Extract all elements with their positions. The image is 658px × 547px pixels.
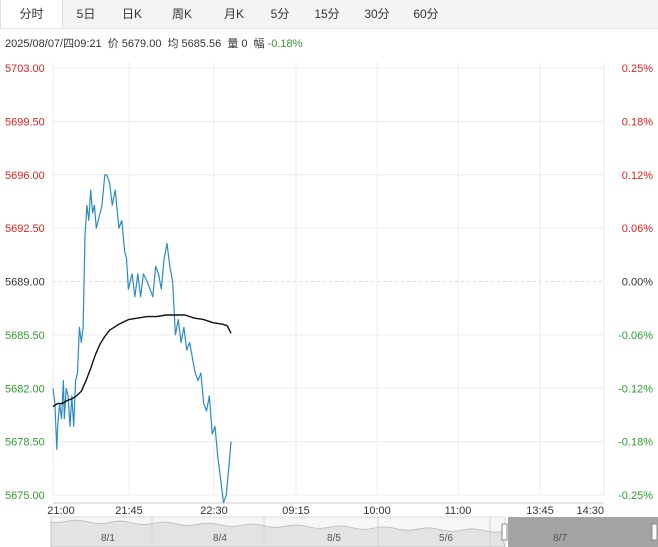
navigator-date-label: 8/5 (327, 533, 341, 544)
y-tick-label-left: 5685.50 (5, 330, 45, 342)
x-tick-label: 22:30 (200, 505, 228, 517)
x-tick-label: 21:45 (115, 505, 143, 517)
tab-5day[interactable]: 5日 (76, 7, 96, 21)
y-tick-label-left: 5696.00 (5, 170, 45, 182)
tab-15min[interactable]: 15分 (314, 7, 340, 21)
navigator-date-label: 8/4 (213, 533, 227, 544)
volume-label: 量 (227, 38, 239, 50)
tab-30min[interactable]: 30分 (364, 7, 390, 21)
avg-value: 5685.56 (181, 38, 222, 50)
chart-grid (52, 62, 605, 504)
y-tick-label-left: 5675.00 (5, 490, 45, 502)
x-tick-label: 09:15 (282, 505, 310, 517)
tab-intraday[interactable]: 分时 (0, 0, 63, 28)
y-tick-label-left: 5678.50 (5, 437, 45, 449)
y-tick-label-left: 5689.00 (5, 277, 45, 289)
quote-datetime: 2025/08/07/四09:21 (5, 38, 102, 50)
x-tick-label: 21:00 (47, 505, 75, 517)
x-axis-time: 21:00 21:45 22:30 09:15 10:00 11:00 13:45 14:30 (47, 505, 604, 517)
price-line (52, 174, 232, 504)
range-navigator: 8/1 8/4 8/5 5/6 8/7 (50, 516, 658, 547)
x-tick-label: 10:00 (363, 505, 391, 517)
average-price-line (52, 314, 232, 408)
navigator-date-label: 8/7 (553, 533, 567, 544)
tab-weekly-k[interactable]: 周K (171, 7, 192, 21)
change-label: 幅 (253, 38, 265, 50)
navigator-mini-chart (50, 519, 506, 547)
tab-60min[interactable]: 60分 (413, 7, 439, 21)
volume-value: 0 (241, 38, 248, 50)
y-axis-right-percent: 0.25% 0.18% 0.12% 0.06% 0.00% -0.06% -0.12% -0.… (618, 63, 653, 502)
y-tick-label-right: -0.18% (618, 437, 653, 449)
y-tick-label-right: 0.25% (622, 63, 653, 75)
x-tick-label: 13:45 (526, 505, 554, 517)
x-tick-label: 11:00 (445, 505, 472, 517)
price-value: 5679.00 (121, 38, 162, 50)
y-tick-label-right: -0.25% (618, 490, 653, 502)
navigator-date-label: 8/1 (101, 533, 115, 544)
tab-daily-k[interactable]: 日K (121, 7, 142, 21)
y-tick-label-right: 0.00% (622, 277, 653, 289)
y-tick-label-right: 0.06% (622, 223, 653, 235)
y-tick-label-left: 5682.00 (5, 383, 45, 395)
y-tick-label-right: 0.18% (622, 116, 653, 128)
x-tick-label: 14:30 (576, 505, 604, 517)
change-value: -0.18% (267, 38, 303, 50)
chart-lines (52, 174, 232, 504)
y-tick-label-right: 0.12% (622, 170, 653, 182)
y-tick-label-left: 5692.50 (5, 223, 45, 235)
navigator-selected-range (508, 517, 658, 547)
y-tick-label-left: 5699.50 (5, 116, 45, 128)
price-label: 价 (107, 38, 119, 50)
tab-5min[interactable]: 5分 (270, 7, 290, 21)
navigator-right-handle[interactable] (651, 523, 658, 541)
tab-monthly-k[interactable]: 月K (223, 7, 244, 21)
y-axis-left-price: 5703.00 5699.50 5696.00 5692.50 5689.00 5685.… (5, 63, 45, 502)
period-tabs: 分时 5日 日K 周K 月K 5分 15分 30分 60分 (0, 0, 658, 29)
navigator-date-label: 5/6 (439, 533, 453, 544)
avg-label: 均 (167, 38, 179, 50)
y-tick-label-right: -0.06% (618, 330, 653, 342)
y-tick-label-left: 5703.00 (5, 63, 45, 75)
y-tick-label-right: -0.12% (618, 383, 653, 395)
navigator-left-handle[interactable] (501, 523, 508, 541)
